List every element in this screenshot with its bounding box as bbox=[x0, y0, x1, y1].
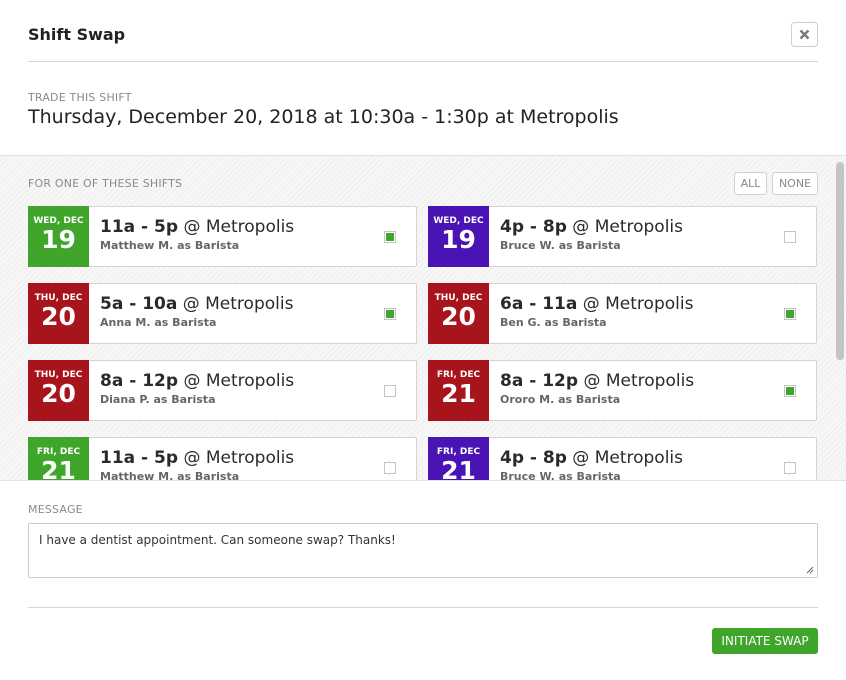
date-number: 20 bbox=[41, 379, 76, 408]
shift-person: Matthew M. as Barista bbox=[100, 470, 240, 481]
shift-card[interactable]: THU, DEC 20 6a - 11a @ Metropolis Ben G. as… bbox=[428, 283, 817, 344]
shift-location: @ Metropolis bbox=[583, 371, 695, 391]
message-input[interactable]: I have a dentist appointment. Can someon… bbox=[28, 523, 818, 578]
shift-person: Matthew M. as Barista bbox=[100, 239, 240, 252]
date-day: THU, DEC bbox=[34, 293, 83, 303]
shift-card[interactable]: FRI, DEC 21 8a - 12p @ Metropolis Ororo M. … bbox=[428, 360, 817, 421]
shift-location: @ Metropolis bbox=[183, 217, 295, 237]
shift-title: 4p - 8p @ Metropolis bbox=[500, 217, 683, 237]
shift-time: 4p - 8p bbox=[500, 217, 567, 237]
shift-title: 5a - 10a @ Metropolis bbox=[100, 294, 293, 314]
shift-checkbox[interactable] bbox=[384, 462, 396, 474]
options-label: FOR ONE OF THESE SHIFTS bbox=[28, 177, 183, 190]
date-number: 19 bbox=[41, 225, 76, 254]
shift-card[interactable]: FRI, DEC 21 11a - 5p @ Metropolis Matthew M… bbox=[28, 437, 417, 481]
shift-title: 11a - 5p @ Metropolis bbox=[100, 217, 294, 237]
close-button[interactable] bbox=[791, 22, 818, 47]
date-day: FRI, DEC bbox=[436, 370, 481, 380]
shift-time: 8a - 12p bbox=[500, 371, 579, 391]
date-badge: FRI, DEC 21 bbox=[428, 437, 489, 481]
shift-location: @ Metropolis bbox=[582, 294, 694, 314]
modal-title: Shift Swap bbox=[28, 25, 126, 44]
date-number: 21 bbox=[41, 456, 76, 481]
date-day: THU, DEC bbox=[34, 370, 83, 380]
shift-checkbox[interactable] bbox=[784, 308, 796, 320]
shift-time: 6a - 11a bbox=[500, 294, 578, 314]
shift-checkbox[interactable] bbox=[784, 385, 796, 397]
select-all-button[interactable]: ALL bbox=[734, 172, 767, 195]
trade-shift: Thursday, December 20, 2018 at 10:30a - … bbox=[28, 106, 619, 128]
date-badge: FRI, DEC 21 bbox=[28, 437, 89, 481]
shift-person: Ben G. as Barista bbox=[500, 316, 607, 329]
shift-location: @ Metropolis bbox=[183, 371, 295, 391]
checkbox-check bbox=[386, 310, 394, 318]
date-day: WED, DEC bbox=[33, 216, 84, 226]
resize-handle bbox=[806, 566, 814, 574]
checkbox-check bbox=[786, 387, 794, 395]
message-text: I have a dentist appointment. Can someon… bbox=[39, 533, 396, 547]
shift-time: 11a - 5p bbox=[100, 217, 179, 237]
date-number: 21 bbox=[441, 456, 476, 481]
shift-list: FOR ONE OF THESE SHIFTS ALL NONE WED, DE… bbox=[0, 155, 846, 481]
checkbox-check bbox=[786, 310, 794, 318]
shift-time: 8a - 12p bbox=[100, 371, 179, 391]
divider bbox=[28, 61, 818, 62]
date-number: 21 bbox=[441, 379, 476, 408]
shift-person: Bruce W. as Barista bbox=[500, 470, 621, 481]
shift-time: 5a - 10a bbox=[100, 294, 178, 314]
shift-title: 6a - 11a @ Metropolis bbox=[500, 294, 693, 314]
scrollbar[interactable] bbox=[836, 162, 844, 360]
date-badge: WED, DEC 19 bbox=[428, 206, 489, 267]
shift-title: 11a - 5p @ Metropolis bbox=[100, 448, 294, 468]
date-badge: WED, DEC 19 bbox=[28, 206, 89, 267]
shift-card[interactable]: WED, DEC 19 4p - 8p @ Metropolis Bruce W. a… bbox=[428, 206, 817, 267]
shift-time: 11a - 5p bbox=[100, 448, 179, 468]
shift-person: Bruce W. as Barista bbox=[500, 239, 621, 252]
shift-person: Ororo M. as Barista bbox=[500, 393, 621, 406]
shift-checkbox[interactable] bbox=[384, 231, 396, 243]
shift-person: Anna M. as Barista bbox=[100, 316, 217, 329]
shift-title: 4p - 8p @ Metropolis bbox=[500, 448, 683, 468]
date-day: WED, DEC bbox=[433, 216, 484, 226]
date-number: 19 bbox=[441, 225, 476, 254]
shift-card[interactable]: WED, DEC 19 11a - 5p @ Metropolis Matthew M… bbox=[28, 206, 417, 267]
shift-title: 8a - 12p @ Metropolis bbox=[500, 371, 694, 391]
shift-location: @ Metropolis bbox=[182, 294, 294, 314]
shift-person: Diana P. as Barista bbox=[100, 393, 216, 406]
trade-label: TRADE THIS SHIFT bbox=[28, 91, 132, 104]
date-day: FRI, DEC bbox=[36, 447, 81, 457]
shift-card[interactable]: THU, DEC 20 8a - 12p @ Metropolis Diana P. … bbox=[28, 360, 417, 421]
shift-card[interactable]: FRI, DEC 21 4p - 8p @ Metropolis Bruce W. a… bbox=[428, 437, 817, 481]
shift-location: @ Metropolis bbox=[572, 217, 684, 237]
shift-checkbox[interactable] bbox=[784, 231, 796, 243]
date-day: THU, DEC bbox=[434, 293, 483, 303]
shift-checkbox[interactable] bbox=[384, 308, 396, 320]
shift-checkbox[interactable] bbox=[784, 462, 796, 474]
shift-time: 4p - 8p bbox=[500, 448, 567, 468]
date-number: 20 bbox=[41, 302, 76, 331]
shift-card[interactable]: THU, DEC 20 5a - 10a @ Metropolis Anna M. a… bbox=[28, 283, 417, 344]
select-none-button[interactable]: NONE bbox=[772, 172, 818, 195]
message-label: MESSAGE bbox=[28, 503, 83, 516]
date-number: 20 bbox=[441, 302, 476, 331]
shift-location: @ Metropolis bbox=[572, 448, 684, 468]
initiate-swap-button[interactable]: INITIATE SWAP bbox=[712, 628, 818, 654]
checkbox-check bbox=[386, 233, 394, 241]
date-badge: FRI, DEC 21 bbox=[428, 360, 489, 421]
date-badge: THU, DEC 20 bbox=[28, 360, 89, 421]
shift-location: @ Metropolis bbox=[183, 448, 295, 468]
date-day: FRI, DEC bbox=[436, 447, 481, 457]
divider bbox=[28, 607, 818, 608]
date-badge: THU, DEC 20 bbox=[428, 283, 489, 344]
date-badge: THU, DEC 20 bbox=[28, 283, 89, 344]
shift-title: 8a - 12p @ Metropolis bbox=[100, 371, 294, 391]
shift-checkbox[interactable] bbox=[384, 385, 396, 397]
close-icon bbox=[799, 29, 810, 40]
